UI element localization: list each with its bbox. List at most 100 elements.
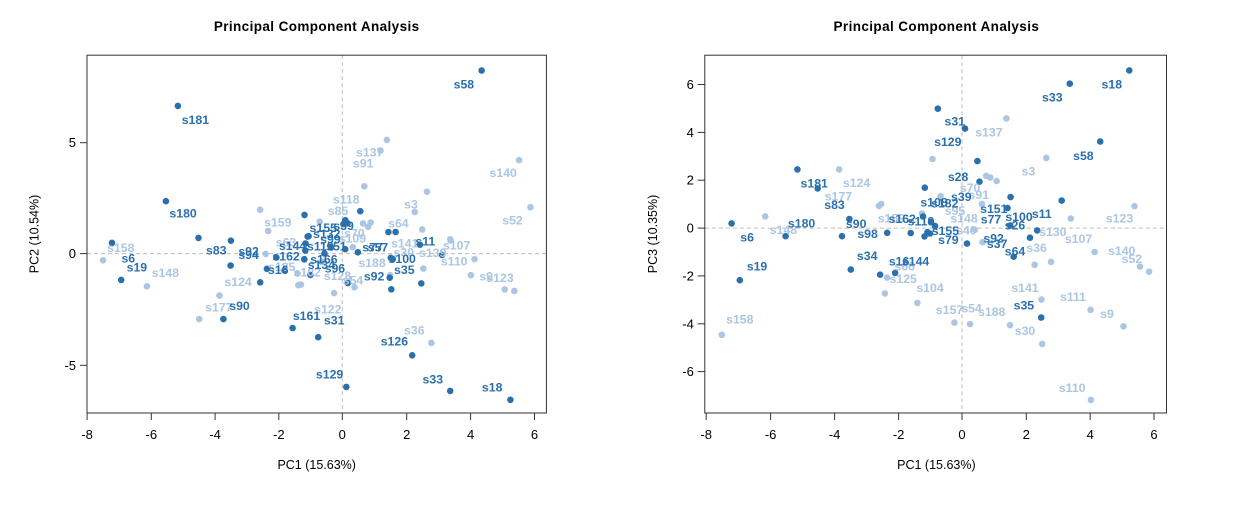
svg-text:s18: s18 <box>1102 77 1123 91</box>
svg-text:s54: s54 <box>961 301 982 315</box>
svg-text:-8: -8 <box>700 427 712 442</box>
svg-text:s52: s52 <box>1122 252 1143 266</box>
svg-text:s70: s70 <box>960 181 981 195</box>
svg-text:s126: s126 <box>381 334 409 348</box>
svg-text:s16: s16 <box>889 255 910 269</box>
svg-text:s177: s177 <box>825 189 853 203</box>
svg-text:s104: s104 <box>916 281 944 295</box>
svg-text:s162: s162 <box>889 212 917 226</box>
svg-text:s125: s125 <box>890 272 918 286</box>
svg-text:s11: s11 <box>415 234 435 248</box>
svg-text:s134: s134 <box>308 258 336 272</box>
svg-text:s66: s66 <box>894 260 915 274</box>
svg-text:s123: s123 <box>1106 212 1134 226</box>
svg-text:-2: -2 <box>682 268 694 283</box>
svg-text:s161: s161 <box>293 309 321 323</box>
svg-text:s119: s119 <box>307 239 334 253</box>
svg-text:s37: s37 <box>987 237 1008 251</box>
svg-text:s140: s140 <box>1108 244 1136 258</box>
svg-text:-4: -4 <box>682 316 694 331</box>
svg-text:s109: s109 <box>339 231 367 245</box>
svg-text:6: 6 <box>687 77 694 92</box>
svg-text:2: 2 <box>687 173 694 188</box>
svg-text:s19: s19 <box>747 260 768 274</box>
svg-text:s155: s155 <box>932 224 960 238</box>
svg-text:s9: s9 <box>479 270 493 284</box>
svg-text:s26: s26 <box>1005 219 1026 233</box>
svg-text:s129: s129 <box>316 368 344 382</box>
svg-text:s3: s3 <box>1022 165 1036 179</box>
svg-text:0: 0 <box>69 246 76 261</box>
svg-text:s63: s63 <box>276 236 297 250</box>
svg-text:s57: s57 <box>368 241 389 255</box>
svg-text:s33: s33 <box>1042 91 1063 105</box>
svg-text:s144: s144 <box>279 239 307 253</box>
svg-text:s64: s64 <box>1005 245 1026 259</box>
svg-text:2: 2 <box>1023 427 1030 442</box>
svg-text:s11: s11 <box>1032 207 1052 221</box>
svg-text:s31: s31 <box>324 313 345 327</box>
svg-text:-6: -6 <box>146 427 158 442</box>
svg-text:s19: s19 <box>127 260 148 274</box>
svg-text:s36: s36 <box>404 323 425 337</box>
svg-text:s77: s77 <box>362 240 383 254</box>
svg-text:s30: s30 <box>1015 324 1036 338</box>
svg-text:s35: s35 <box>394 263 415 277</box>
svg-text:s132: s132 <box>313 227 341 241</box>
svg-text:6: 6 <box>531 427 538 442</box>
svg-text:0: 0 <box>687 221 694 236</box>
svg-text:-6: -6 <box>682 364 694 379</box>
svg-text:s107: s107 <box>443 239 471 253</box>
svg-text:s90: s90 <box>229 299 250 313</box>
svg-text:Principal Component Analysis: Principal Component Analysis <box>834 19 1040 34</box>
svg-text:s36: s36 <box>1026 241 1047 255</box>
svg-text:s130: s130 <box>1039 225 1067 239</box>
svg-text:s162: s162 <box>272 249 300 263</box>
svg-text:s119: s119 <box>908 215 935 229</box>
svg-text:s180: s180 <box>169 206 197 220</box>
svg-text:s122: s122 <box>314 303 342 317</box>
svg-text:s34: s34 <box>857 249 878 263</box>
svg-text:s18: s18 <box>482 380 503 394</box>
svg-text:s3: s3 <box>404 197 418 211</box>
svg-text:Principal Component Analysis: Principal Component Analysis <box>214 19 420 34</box>
svg-text:s110: s110 <box>1059 381 1086 395</box>
svg-text:PC1 (15.63%): PC1 (15.63%) <box>277 458 356 472</box>
svg-text:s95: s95 <box>945 204 966 218</box>
svg-text:s92: s92 <box>983 231 1004 245</box>
svg-text:4: 4 <box>467 427 474 442</box>
svg-text:s111: s111 <box>1060 290 1086 304</box>
svg-text:s110: s110 <box>441 254 468 268</box>
svg-text:s52: s52 <box>502 214 523 228</box>
svg-text:4: 4 <box>1087 427 1094 442</box>
svg-text:s158: s158 <box>107 241 135 255</box>
svg-text:s141: s141 <box>391 237 419 251</box>
svg-text:s159: s159 <box>878 211 906 225</box>
svg-text:s188: s188 <box>358 256 386 270</box>
svg-text:0: 0 <box>339 427 346 442</box>
svg-text:s30: s30 <box>394 245 415 259</box>
svg-text:-8: -8 <box>81 427 93 442</box>
svg-text:s157: s157 <box>936 303 964 317</box>
svg-text:s185: s185 <box>268 260 296 274</box>
svg-text:s58: s58 <box>454 78 475 92</box>
svg-text:s33: s33 <box>423 373 444 387</box>
svg-text:s144: s144 <box>902 255 930 269</box>
svg-text:s107: s107 <box>1065 232 1093 246</box>
svg-text:s124: s124 <box>224 275 252 289</box>
svg-text:s83: s83 <box>206 244 227 258</box>
svg-text:s6: s6 <box>740 230 754 244</box>
svg-text:s92: s92 <box>238 245 259 259</box>
svg-text:s148: s148 <box>152 266 180 280</box>
svg-text:-2: -2 <box>893 427 905 442</box>
svg-text:PC2 (10.54%): PC2 (10.54%) <box>28 195 42 274</box>
svg-text:PC1 (15.63%): PC1 (15.63%) <box>897 458 976 472</box>
svg-text:-5: -5 <box>64 358 76 373</box>
svg-text:s182: s182 <box>931 196 959 210</box>
svg-text:s90: s90 <box>846 217 867 231</box>
svg-text:s91: s91 <box>969 188 990 202</box>
svg-text:s181: s181 <box>182 113 210 127</box>
svg-text:s128: s128 <box>324 269 352 283</box>
svg-text:s102: s102 <box>294 266 322 280</box>
svg-text:s99: s99 <box>320 233 341 247</box>
